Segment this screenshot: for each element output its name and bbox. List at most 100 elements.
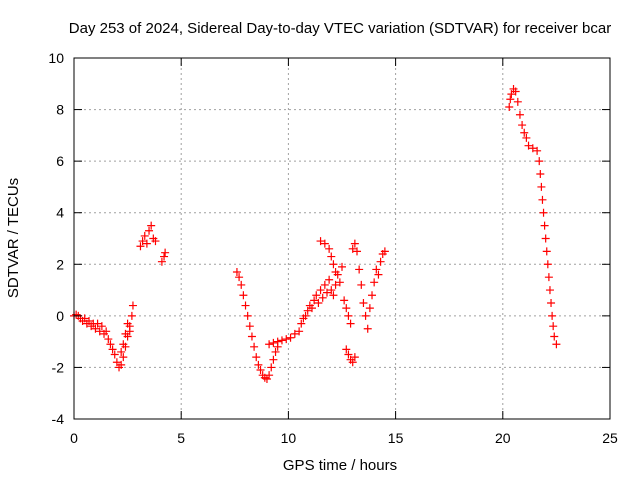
data-point xyxy=(235,273,244,282)
data-point xyxy=(316,237,325,246)
data-point xyxy=(127,311,136,320)
data-point xyxy=(290,329,299,338)
data-point xyxy=(506,95,515,104)
data-point xyxy=(331,268,340,277)
data-point xyxy=(520,128,529,137)
data-point xyxy=(538,195,547,204)
data-point xyxy=(543,260,552,269)
x-tick-label: 15 xyxy=(388,430,404,446)
data-point xyxy=(265,371,274,380)
data-point xyxy=(256,366,265,375)
data-point xyxy=(539,208,548,217)
data-point xyxy=(344,350,353,359)
data-point xyxy=(368,291,377,300)
data-point xyxy=(112,358,121,367)
data-point xyxy=(350,353,359,362)
data-point xyxy=(119,353,128,362)
y-tick-label: -2 xyxy=(52,359,65,375)
data-point xyxy=(318,293,327,302)
data-point xyxy=(320,239,329,248)
data-point xyxy=(243,311,252,320)
data-point xyxy=(348,358,357,367)
y-tick-label: 4 xyxy=(56,205,64,221)
data-point xyxy=(340,296,349,305)
data-point xyxy=(348,244,357,253)
data-point xyxy=(310,296,319,305)
data-point xyxy=(536,170,545,179)
data-point xyxy=(301,311,310,320)
tick-labels: 0 5 10 15 20 25 -4 -2 0 2 4 6 8 10 xyxy=(48,50,618,446)
data-point xyxy=(110,350,119,359)
data-point xyxy=(237,280,246,289)
data-point xyxy=(138,237,147,246)
data-point xyxy=(262,375,271,384)
data-point xyxy=(312,291,321,300)
y-tick-label: 0 xyxy=(56,308,64,324)
data-point xyxy=(549,322,558,331)
data-point xyxy=(125,327,134,336)
data-point xyxy=(160,252,169,261)
data-point xyxy=(267,363,276,372)
data-point xyxy=(245,322,254,331)
data-point xyxy=(277,336,286,345)
data-point xyxy=(361,311,370,320)
data-point xyxy=(537,182,546,191)
data-point xyxy=(273,337,282,346)
x-axis-label: GPS time / hours xyxy=(283,457,397,474)
data-point xyxy=(140,231,149,240)
data-point xyxy=(365,304,374,313)
y-axis-label: SDTVAR / TECUs xyxy=(5,178,22,298)
data-point xyxy=(329,291,338,300)
data-point xyxy=(515,110,524,119)
x-tick-label: 0 xyxy=(70,430,78,446)
data-points xyxy=(70,84,561,384)
data-point xyxy=(522,133,531,142)
data-point xyxy=(380,247,389,256)
data-point xyxy=(327,286,336,295)
data-point xyxy=(505,102,514,111)
data-point xyxy=(507,90,516,99)
data-point xyxy=(528,144,537,153)
data-point xyxy=(552,340,561,349)
data-point xyxy=(541,234,550,243)
data-point xyxy=(316,286,325,295)
y-tick-label: 8 xyxy=(56,102,64,118)
data-point xyxy=(282,335,291,344)
data-point xyxy=(329,260,338,269)
data-point xyxy=(250,342,259,351)
data-point xyxy=(513,97,522,106)
data-point xyxy=(85,317,94,326)
x-tick-label: 10 xyxy=(281,430,297,446)
chart-title: Day 253 of 2024, Sidereal Day-to-day VTE… xyxy=(69,20,611,37)
data-point xyxy=(545,286,554,295)
plot-frame xyxy=(73,57,611,420)
data-point xyxy=(254,360,263,369)
data-point xyxy=(357,280,366,289)
data-point xyxy=(518,121,527,130)
data-point xyxy=(325,244,334,253)
data-point xyxy=(335,278,344,287)
data-point xyxy=(117,360,126,369)
data-point xyxy=(372,265,381,274)
data-point xyxy=(548,311,557,320)
data-point xyxy=(128,301,137,310)
data-point xyxy=(151,237,160,246)
data-point xyxy=(535,157,544,166)
data-point xyxy=(511,87,520,96)
y-tick-label: 6 xyxy=(56,153,64,169)
y-tick-label: 2 xyxy=(56,256,64,272)
data-point xyxy=(342,304,351,313)
data-point xyxy=(106,340,115,349)
data-point xyxy=(93,319,102,328)
x-tick-label: 5 xyxy=(177,430,185,446)
data-point xyxy=(72,310,81,319)
data-point xyxy=(550,332,559,341)
data-point xyxy=(269,355,278,364)
data-point xyxy=(241,301,250,310)
data-point xyxy=(117,347,126,356)
data-point xyxy=(108,345,117,354)
data-point xyxy=(286,333,295,342)
data-point xyxy=(547,298,556,307)
data-point xyxy=(374,270,383,279)
